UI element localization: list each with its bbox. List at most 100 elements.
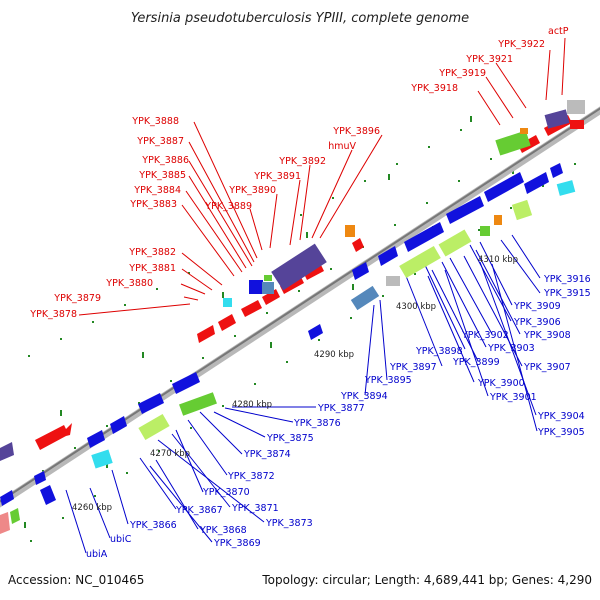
- gene-label: YPK_3876: [293, 418, 341, 429]
- gene-label: YPK_3907: [523, 362, 571, 373]
- gene-label: YPK_3882: [128, 247, 176, 258]
- orange-feature: [520, 128, 528, 134]
- gene-label: YPK_3881: [128, 263, 176, 274]
- gene-label: YPK_3868: [199, 525, 247, 536]
- green-feature: [495, 130, 531, 156]
- blue-gene-arrow: [172, 372, 200, 394]
- gene-label: YPK_3867: [175, 505, 223, 516]
- lightgreen-feature: [138, 413, 170, 441]
- gene-label: YPK_3892: [278, 156, 326, 167]
- lightgreen-feature: [399, 245, 441, 279]
- green-feature: [179, 392, 217, 416]
- reverse-gene-labels: YPK_3916 YPK_3915 YPK_3909 YPK_3906 YPK_…: [86, 274, 591, 560]
- map-title: Yersinia pseudotuberculosis YPIII, compl…: [131, 11, 469, 26]
- red-gene-arrow: [241, 300, 262, 317]
- gene-label: YPK_3918: [410, 83, 458, 94]
- kbp-label: 4280 kbp: [232, 400, 272, 410]
- kbp-label: 4260 kbp: [72, 503, 112, 513]
- gray-feature: [567, 100, 585, 114]
- gene-label: YPK_3874: [243, 449, 291, 460]
- gene-label: YPK_3895: [364, 375, 412, 386]
- orange-feature: [494, 215, 502, 225]
- gray-feature: [386, 276, 400, 286]
- gene-label: YPK_3922: [497, 39, 545, 50]
- gene-label: YPK_3870: [202, 487, 250, 498]
- gene-label: YPK_3921: [465, 54, 513, 65]
- gene-label: YPK_3879: [53, 293, 101, 304]
- gene-label: YPK_3894: [340, 391, 388, 402]
- gene-label: YPK_3884: [133, 185, 181, 196]
- forward-leader-lines: [78, 37, 566, 316]
- gene-label: ubiA: [86, 549, 108, 560]
- blue-gene-arrow: [446, 196, 484, 224]
- green-feature: [264, 275, 272, 281]
- kbp-labels: 4260 kbp 4270 kbp 4280 kbp 4290 kbp 4300…: [72, 255, 518, 513]
- purple-feature: [544, 109, 570, 129]
- purple-gene-arrow: [0, 442, 14, 461]
- gene-label: YPK_3896: [332, 126, 380, 137]
- gene-label: YPK_3871: [231, 503, 279, 514]
- gene-label: YPK_3887: [136, 136, 184, 147]
- blue-gene-arrow: [0, 490, 14, 506]
- kbp-label: 4310 kbp: [478, 255, 518, 265]
- forward-features: [35, 100, 585, 450]
- blue-gene-arrow: [308, 324, 323, 340]
- gene-label: YPK_3889: [204, 201, 252, 212]
- forward-gene-labels: YPK_3922 actP YPK_3921 YPK_3919 YPK_3918…: [29, 26, 568, 320]
- red-gene-arrow: [262, 289, 280, 305]
- gene-label: YPK_3890: [228, 185, 276, 196]
- gene-label: YPK_3885: [138, 170, 186, 181]
- accession-text: Accession: NC_010465: [8, 573, 145, 587]
- gene-label: YPK_3873: [265, 518, 313, 529]
- genome-summary-text: Topology: circular; Length: 4,689,441 bp…: [262, 573, 592, 587]
- gene-label: YPK_3869: [213, 538, 261, 549]
- gene-label: YPK_3888: [131, 116, 179, 127]
- gene-label: YPK_3904: [537, 411, 585, 422]
- gene-label: YPK_3909: [513, 301, 561, 312]
- blue-gene-arrow: [378, 246, 398, 266]
- reverse-leader-lines: [65, 234, 541, 554]
- pink-feature: [0, 512, 10, 534]
- green-feature: [480, 226, 490, 236]
- blue-gene-arrow: [87, 430, 105, 448]
- reverse-features: [0, 163, 576, 534]
- gene-label: YPK_3886: [141, 155, 189, 166]
- gene-label: ubiC: [110, 534, 132, 545]
- gene-label: YPK_3875: [266, 433, 314, 444]
- gene-label: YPK_3915: [543, 288, 591, 299]
- gene-label: YPK_3880: [105, 278, 153, 289]
- gene-label: YPK_3906: [513, 317, 561, 328]
- gene-label: YPK_3883: [129, 199, 177, 210]
- green-feature: [10, 508, 20, 524]
- lightgreen-feature: [438, 229, 472, 257]
- gene-label: YPK_3903: [487, 343, 535, 354]
- blue-gene-arrow: [34, 471, 46, 485]
- gene-label: YPK_3872: [227, 471, 275, 482]
- gene-label: YPK_3878: [29, 309, 77, 320]
- gene-label: YPK_3898: [415, 346, 463, 357]
- orange-feature: [345, 225, 355, 237]
- gene-label: YPK_3901: [489, 392, 537, 403]
- gene-label: YPK_3897: [389, 362, 437, 373]
- purple-feature: [271, 243, 327, 291]
- gene-label: actP: [548, 26, 569, 37]
- kbp-label: 4300 kbp: [396, 302, 436, 312]
- blue-gene-arrow: [40, 485, 56, 505]
- cyan-feature: [223, 298, 232, 307]
- blue-gene: [249, 280, 263, 294]
- gene-label: YPK_3905: [537, 427, 585, 438]
- gene-label: YPK_3877: [317, 403, 365, 414]
- red-feature: [570, 120, 584, 129]
- gene-label: YPK_3916: [543, 274, 591, 285]
- blue-gene-arrow: [110, 416, 127, 434]
- gene-label: YPK_3899: [452, 357, 500, 368]
- cyan-feature: [556, 180, 576, 196]
- gene-label: YPK_3900: [477, 378, 525, 389]
- blue-gene-arrow: [138, 393, 164, 414]
- red-gene-arrow: [352, 238, 364, 252]
- gene-label: YPK_3902: [461, 330, 509, 341]
- gene-label: hmuV: [328, 141, 356, 152]
- blue-gene-arrow: [550, 163, 563, 178]
- blue-gene-arrow: [352, 262, 369, 280]
- gene-label: YPK_3919: [438, 68, 486, 79]
